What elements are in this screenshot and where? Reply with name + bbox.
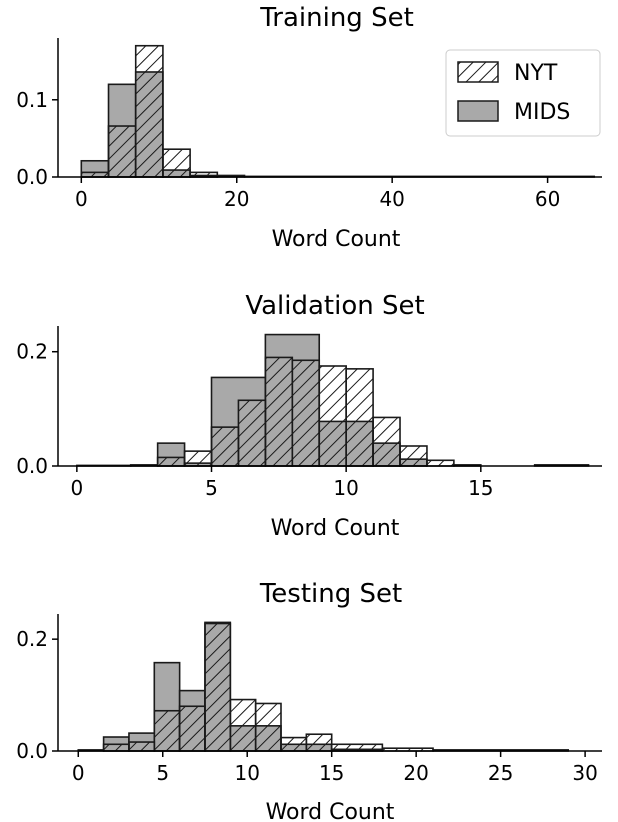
nyt-bar xyxy=(345,368,374,467)
panel-testing: Testing Set 0 5 10 15 20 25 30 0.0 0.2 Word Coun… xyxy=(16,579,602,822)
nyt-bar xyxy=(128,741,156,752)
nyt-bar xyxy=(204,621,232,752)
nyt-bar xyxy=(280,736,308,752)
x-tick-label: 25 xyxy=(488,761,513,785)
nyt-bar xyxy=(183,450,213,467)
nyt-bar xyxy=(318,365,347,467)
y-tick-label: 0.1 xyxy=(16,88,48,112)
chart-title: Validation Set xyxy=(245,291,424,321)
y-tick-label: 0.2 xyxy=(16,627,48,651)
legend-swatch-nyt xyxy=(457,61,499,83)
legend-swatch-mids xyxy=(457,100,499,122)
nyt-bar xyxy=(291,359,321,467)
y-tick-label: 0.0 xyxy=(16,454,48,478)
nyt-bar xyxy=(254,702,282,752)
nyt-bar xyxy=(264,356,294,467)
x-tick-label: 5 xyxy=(205,476,218,500)
x-tick-label: 0 xyxy=(75,187,88,211)
y-tick-label: 0.0 xyxy=(16,165,48,189)
nyt-bar xyxy=(210,426,240,467)
nyt-bar xyxy=(162,148,191,178)
x-tick-label: 20 xyxy=(224,187,249,211)
legend-label-nyt: NYT xyxy=(514,61,558,86)
bars-layer xyxy=(76,333,590,467)
x-tick-label: 10 xyxy=(333,476,358,500)
y-tick-label: 0.2 xyxy=(16,340,48,364)
x-axis-label: Word Count xyxy=(266,800,395,822)
panel-validation: Validation Set 0 5 10 15 0.0 0.2 Word Count xyxy=(16,291,602,541)
nyt-bar xyxy=(102,743,130,752)
nyt-bar xyxy=(107,125,137,178)
x-tick-label: 0 xyxy=(72,761,85,785)
nyt-bar xyxy=(153,709,181,752)
x-axis-label: Word Count xyxy=(271,516,400,541)
axes-layer: 0 20 40 60 0.0 0.1 xyxy=(16,38,602,211)
nyt-bar xyxy=(156,456,186,467)
nyt-bar xyxy=(237,399,267,467)
bars-layer xyxy=(77,621,570,752)
nyt-bar xyxy=(134,44,164,178)
y-tick-label: 0.0 xyxy=(16,739,48,763)
axes-layer: 0 5 10 15 0.0 0.2 xyxy=(16,326,602,500)
chart-title: Testing Set xyxy=(259,579,402,609)
x-tick-label: 0 xyxy=(70,476,83,500)
nyt-bar xyxy=(399,445,428,467)
chart-title: Training Set xyxy=(259,3,414,33)
panel-training: Training Set 0 20 40 60 0.0 0.1 Word Count xyxy=(16,3,602,252)
legend: NYT MIDS xyxy=(445,49,601,137)
nyt-bar xyxy=(178,705,206,752)
x-tick-label: 40 xyxy=(379,187,404,211)
axes-layer: 0 5 10 15 20 25 30 0.0 0.2 xyxy=(16,614,602,785)
x-tick-label: 60 xyxy=(535,187,560,211)
bars-layer xyxy=(80,44,596,178)
nyt-bar xyxy=(229,698,257,752)
x-axis-label: Word Count xyxy=(272,227,401,252)
nyt-bar xyxy=(426,459,455,467)
x-tick-label: 15 xyxy=(319,761,344,785)
x-tick-label: 10 xyxy=(234,761,259,785)
x-tick-label: 5 xyxy=(156,761,169,785)
x-tick-label: 15 xyxy=(468,476,493,500)
nyt-bar xyxy=(305,733,333,752)
x-tick-label: 30 xyxy=(572,761,597,785)
x-tick-label: 20 xyxy=(403,761,428,785)
nyt-bar xyxy=(372,416,401,467)
legend-label-mids: MIDS xyxy=(514,100,570,125)
nyt-bar xyxy=(330,743,384,752)
